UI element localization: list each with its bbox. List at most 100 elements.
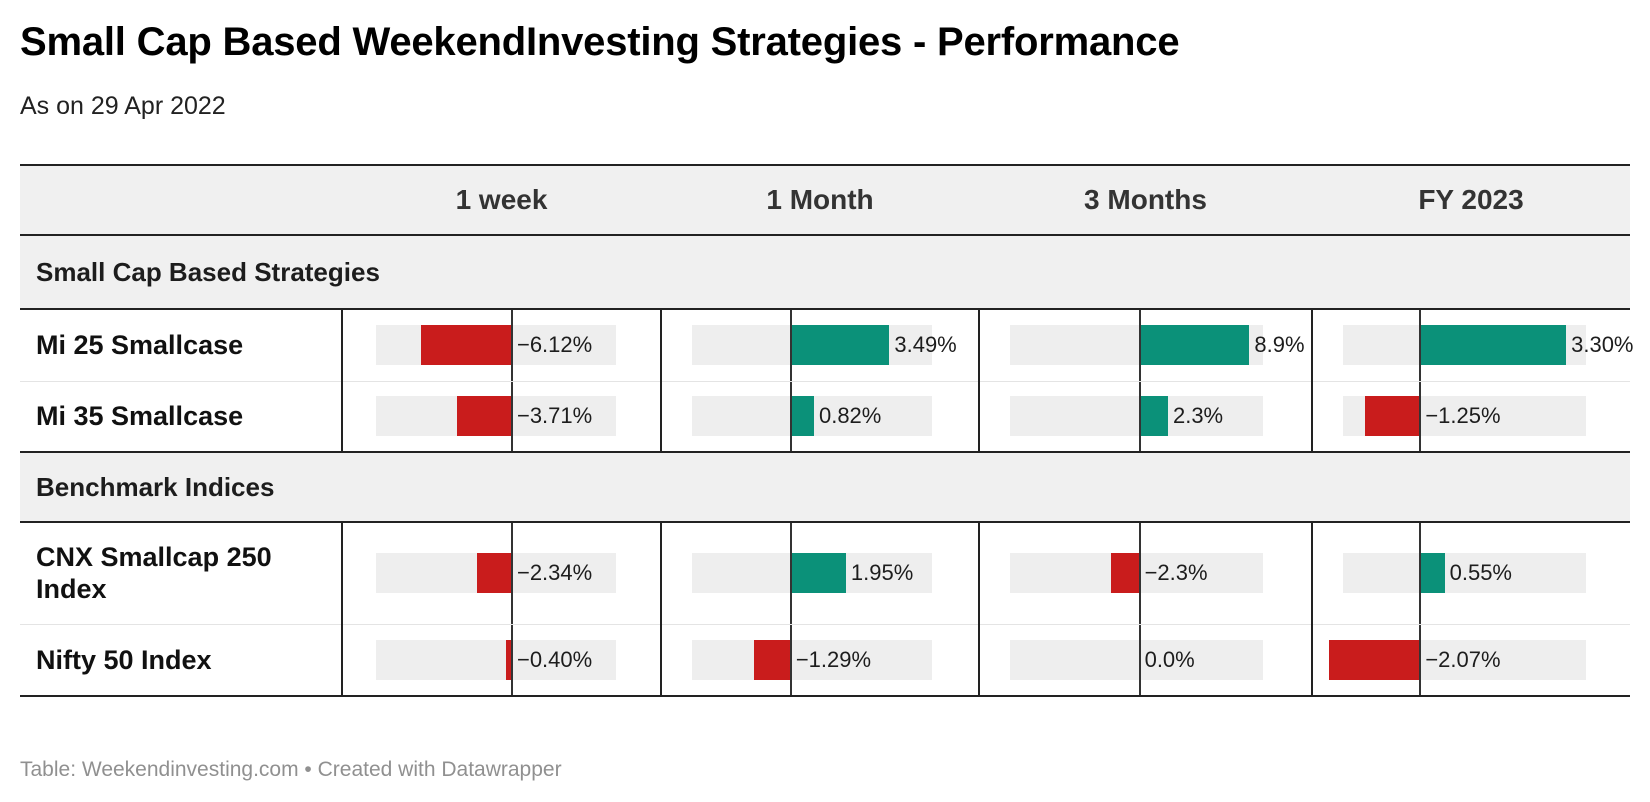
bar-track: [692, 553, 932, 594]
bar-cell: 0.55%: [1311, 522, 1630, 625]
zero-line: [510, 523, 513, 624]
value-bar: [790, 325, 890, 366]
bar-cell: −2.3%: [978, 522, 1312, 625]
zero-line: [1419, 523, 1422, 624]
bar-track: [376, 325, 616, 366]
bar-cell: 3.49%: [660, 309, 979, 382]
bar-cell: −3.71%: [341, 381, 661, 453]
bar-cell: −1.29%: [660, 624, 979, 697]
bar-cell: 0.82%: [660, 381, 979, 453]
bar-track: [1010, 325, 1263, 366]
value-label: −1.25%: [1425, 403, 1501, 429]
value-bar: [456, 396, 512, 437]
value-label: 2.3%: [1172, 403, 1224, 429]
table-row: Mi 35 Smallcase −3.71% 0.82% 2.3% −1.25%: [20, 381, 1630, 453]
group-row-small-cap-strategies: Small Cap Based Strategies: [20, 235, 1630, 310]
header-1-week: 1 week: [342, 164, 661, 236]
zero-line: [510, 381, 513, 451]
bar-cell: 1.95%: [660, 522, 979, 625]
row-label: Mi 35 Smallcase: [20, 381, 342, 453]
group-label: Benchmark Indices: [20, 452, 1630, 523]
value-bar: [754, 639, 791, 680]
row-label: Mi 25 Smallcase: [20, 309, 342, 382]
zero-line: [1138, 624, 1141, 695]
header-fy-2023: FY 2023: [1312, 164, 1630, 236]
bar-track: [1343, 396, 1586, 437]
value-label: −2.07%: [1425, 646, 1501, 672]
bar-track: [692, 639, 932, 680]
bar-cell: −1.25%: [1311, 381, 1630, 453]
zero-line: [510, 310, 513, 381]
bar-cell: −2.34%: [341, 522, 661, 625]
table-row: Nifty 50 Index −0.40% −1.29% 0.0% −2.07%: [20, 624, 1630, 697]
value-bar: [421, 325, 512, 366]
table-row: CNX Smallcap 250 Index −2.34% 1.95% −2.3…: [20, 522, 1630, 625]
value-bar: [1328, 639, 1421, 680]
row-label: CNX Smallcap 250 Index: [20, 522, 342, 625]
bar-track: [692, 325, 932, 366]
group-row-benchmark-indices: Benchmark Indices: [20, 452, 1630, 523]
bar-track: [376, 396, 616, 437]
zero-line: [789, 624, 792, 695]
header-3-months: 3 Months: [979, 164, 1312, 236]
value-label: −6.12%: [516, 332, 593, 358]
zero-line: [789, 523, 792, 624]
source-footer: Table: Weekendinvesting.com • Created wi…: [20, 758, 562, 781]
bar-track: [1010, 396, 1263, 437]
zero-line: [1138, 381, 1141, 451]
zero-line: [1419, 624, 1422, 695]
value-label: 8.9%: [1254, 332, 1305, 358]
value-bar: [506, 639, 512, 680]
value-label: −1.29%: [795, 646, 872, 672]
value-label: −2.3%: [1144, 560, 1208, 586]
value-label: 3.30%: [1571, 332, 1634, 358]
value-label: −0.40%: [516, 646, 593, 672]
value-label: −2.34%: [516, 560, 593, 586]
bar-track: [376, 553, 616, 594]
header-name-column: [20, 164, 342, 236]
performance-table: 1 week 1 Month 3 Months FY 2023 Small Ca…: [20, 164, 1634, 697]
row-label: Nifty 50 Index: [20, 624, 342, 697]
value-bar: [790, 553, 846, 594]
value-bar: [477, 553, 512, 594]
group-label: Small Cap Based Strategies: [20, 235, 1630, 310]
bar-track: [1010, 553, 1263, 594]
zero-line: [1138, 310, 1141, 381]
bar-cell: 2.3%: [978, 381, 1312, 453]
value-bar: [1420, 553, 1445, 594]
bar-cell: −6.12%: [341, 309, 661, 382]
chart-subtitle: As on 29 Apr 2022: [20, 92, 226, 120]
zero-line: [1138, 523, 1141, 624]
value-label: 3.49%: [894, 332, 957, 358]
value-label: −3.71%: [516, 403, 593, 429]
zero-line: [789, 310, 792, 381]
bar-cell: 0.0%: [978, 624, 1312, 697]
bar-cell: 3.30%: [1311, 309, 1634, 382]
value-bar: [1139, 396, 1168, 437]
bar-track: [1328, 639, 1586, 680]
value-bar: [790, 396, 814, 437]
value-bar: [1139, 325, 1250, 366]
table-body: Small Cap Based Strategies Mi 25 Smallca…: [20, 235, 1634, 697]
bar-track: [1343, 553, 1586, 594]
bar-track: [376, 639, 616, 680]
header-1-month: 1 Month: [661, 164, 979, 236]
value-label: 0.82%: [818, 403, 882, 429]
bar-track: [692, 396, 932, 437]
header-row: 1 week 1 Month 3 Months FY 2023: [20, 164, 1630, 236]
zero-line: [1419, 310, 1422, 381]
value-label: 0.0%: [1144, 646, 1195, 672]
bar-track: [1343, 325, 1586, 366]
value-label: 0.55%: [1449, 560, 1512, 586]
zero-line: [1419, 381, 1422, 451]
bar-cell: 8.9%: [978, 309, 1312, 382]
chart-title: Small Cap Based WeekendInvesting Strateg…: [20, 20, 1180, 64]
bar-cell: −2.07%: [1311, 624, 1630, 697]
bar-track: [1010, 639, 1263, 680]
table-row: Mi 25 Smallcase −6.12% 3.49% 8.9% 3.30%: [20, 309, 1634, 382]
zero-line: [789, 381, 792, 451]
zero-line: [510, 624, 513, 695]
value-label: 1.95%: [850, 560, 914, 586]
value-bar: [1420, 325, 1567, 366]
bar-cell: −0.40%: [341, 624, 661, 697]
